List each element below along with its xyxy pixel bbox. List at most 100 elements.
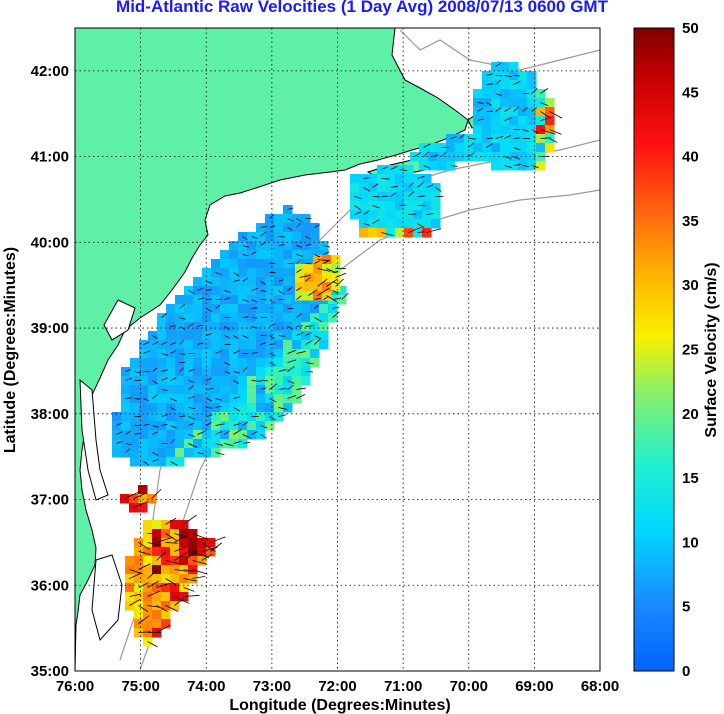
velocity-cell [274,250,284,260]
velocity-vector [124,491,140,499]
velocity-cell [179,529,189,539]
velocity-cell [202,430,212,440]
velocity-cell [301,304,311,314]
velocity-cell [143,565,153,575]
velocity-vector [174,569,188,572]
velocity-cell [301,349,311,359]
velocity-vector [278,407,289,411]
velocity-cell [134,592,144,602]
velocity-vector [125,448,131,453]
velocity-cell [446,152,456,162]
velocity-cell [238,304,248,314]
velocity-vector [161,341,168,345]
velocity-cell [130,385,140,395]
velocity-cell [143,556,153,566]
velocity-vector [549,129,562,135]
velocity-vector [296,313,302,318]
velocity-vector [314,338,322,345]
velocity-vector [138,542,150,550]
velocity-cell [202,448,212,458]
velocity-cell [130,358,140,368]
velocity-cell [143,547,153,557]
velocity-vector [495,62,502,67]
velocity-vector [251,236,258,239]
velocity-cell [518,116,528,126]
velocity-cell [545,143,555,153]
velocity-vector [242,316,249,318]
velocity-cell [377,201,387,211]
velocity-cell [274,313,284,323]
velocity-vector [260,342,267,345]
velocity-cell [148,412,158,422]
velocity-vector [513,147,521,151]
velocity-cell [256,304,266,314]
velocity-cell [193,394,203,404]
velocity-vector [233,335,240,340]
plot-frame [74,27,601,672]
velocity-vector [206,289,213,291]
velocity-cell [143,619,153,629]
velocity-cell [247,277,257,287]
velocity-cell [301,250,311,260]
velocity-cell [256,412,266,422]
velocity-vector [147,580,160,588]
velocity-vector [242,441,251,444]
velocity-vector [468,152,475,157]
velocity-vector [296,387,306,390]
velocity-cell [175,403,185,413]
land-mass [75,28,469,671]
velocity-vector [468,142,475,148]
velocity-vector [201,542,216,552]
x-tick-label: 75:00 [121,678,159,695]
velocity-vector [540,137,551,139]
velocity-cell [211,385,221,395]
velocity-vector [183,514,197,525]
velocity-vector [197,324,204,327]
velocity-cell [157,394,167,404]
velocity-cell [193,385,203,395]
velocity-cell [157,430,167,440]
x-tick-label: 69:00 [515,678,553,695]
velocity-vector [317,287,330,296]
velocity-cell [175,331,185,341]
velocity-cell [229,259,239,269]
velocity-vector [408,226,423,233]
velocity-cell [238,358,248,368]
velocity-cell [319,331,329,341]
velocity-vector [134,398,141,400]
velocity-cell [265,421,275,431]
velocity-vector [486,143,493,148]
velocity-vector [251,431,258,435]
velocity-cell [500,98,510,108]
velocity-cell [152,610,162,620]
velocity-cell [202,349,212,359]
velocity-vector [260,290,267,292]
velocity-vector [192,569,208,575]
velocity-cell [170,520,180,530]
velocity-vector [242,421,249,426]
velocity-cell [152,547,162,557]
velocity-cell [509,98,519,108]
velocity-vector [197,452,205,455]
velocity-cell [256,268,266,278]
y-tick-label: 40:00 [31,234,69,251]
velocity-cell [283,232,293,242]
velocity-vector [206,332,213,336]
velocity-vector [116,422,123,426]
velocity-cell [193,439,203,449]
velocity-cell [301,376,311,386]
velocity-vector [215,304,221,309]
velocity-cell [211,412,221,422]
velocity-vector [242,277,249,282]
velocity-cell [211,376,221,386]
velocity-vector [197,297,205,300]
velocity-vector [134,371,142,374]
velocity-cell [202,322,212,332]
velocity-cell [473,89,483,99]
velocity-cell [211,331,221,341]
velocity-cell [500,125,510,135]
velocity-cell [220,277,230,287]
velocity-vector [170,461,178,466]
velocity-cell [238,403,248,413]
colorbar-tick-label: 25 [682,342,699,359]
